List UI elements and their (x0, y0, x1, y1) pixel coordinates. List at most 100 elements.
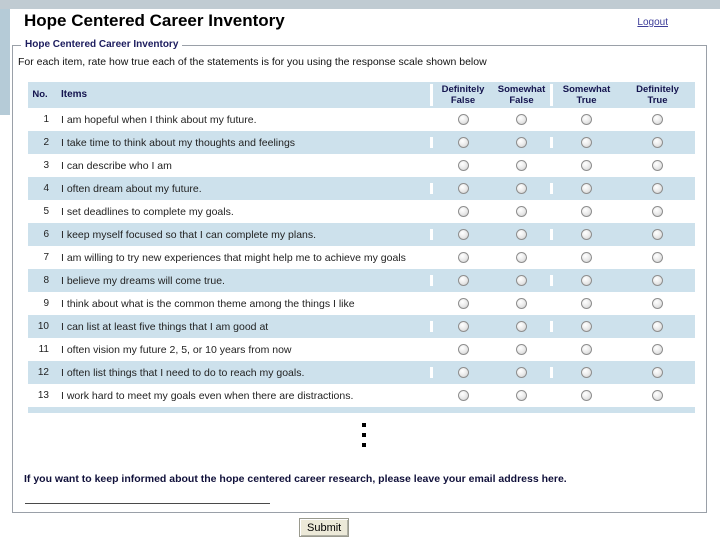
table-row: 11 I often vision my future 2, 5, or 10 y… (28, 338, 695, 361)
radio-cell (550, 367, 620, 378)
radio-item13-somewhat-true[interactable] (581, 390, 592, 401)
item-text: I believe my dreams will come true. (61, 274, 225, 287)
radio-cell (430, 252, 493, 263)
radio-item1-somewhat-false[interactable] (516, 114, 527, 125)
radio-cell (430, 298, 493, 309)
radio-item7-somewhat-true[interactable] (581, 252, 592, 263)
radio-cell (620, 183, 695, 194)
scale-label: Somewhat (562, 83, 611, 95)
radio-cell (493, 206, 550, 217)
radio-item5-definitely-true[interactable] (652, 206, 663, 217)
radio-cell (430, 390, 493, 401)
radio-item1-definitely-false[interactable] (457, 114, 469, 125)
radio-item11-definitely-false[interactable] (457, 344, 469, 355)
radio-item3-somewhat-true[interactable] (581, 160, 592, 171)
item-text: I take time to think about my thoughts a… (61, 136, 296, 149)
inventory-fieldset: Hope Centered Career Inventory For each … (12, 39, 707, 513)
col-header-items: Items (61, 89, 88, 100)
logout-link[interactable]: Logout (637, 17, 668, 28)
radio-item12-somewhat-false[interactable] (516, 367, 527, 378)
radio-item13-definitely-false[interactable] (457, 390, 469, 401)
col-header-no: No. (32, 89, 48, 101)
radio-item9-somewhat-false[interactable] (516, 298, 527, 309)
radio-item9-definitely-true[interactable] (652, 298, 663, 309)
radio-item2-definitely-true[interactable] (652, 137, 663, 148)
radio-cell (430, 160, 493, 171)
radio-item1-somewhat-true[interactable] (581, 114, 592, 125)
radio-item7-definitely-false[interactable] (457, 252, 469, 263)
col-header-definitely-false: Definitely False (430, 83, 493, 107)
radio-cell (550, 206, 620, 217)
item-text: I set deadlines to complete my goals. (61, 205, 234, 218)
radio-cell (493, 344, 550, 355)
table-header-row: No. Items Definitely False Somewhat False … (28, 82, 695, 108)
item-number: 6 (43, 229, 49, 240)
radio-item1-definitely-true[interactable] (652, 114, 663, 125)
radio-item5-definitely-false[interactable] (457, 206, 469, 217)
item-text: I often dream about my future. (61, 182, 202, 195)
item-number: 10 (37, 321, 49, 332)
submit-button[interactable]: Submit (299, 518, 350, 537)
radio-item6-definitely-true[interactable] (652, 229, 663, 240)
radio-item6-somewhat-true[interactable] (581, 229, 592, 240)
radio-cell (550, 229, 620, 240)
radio-item7-definitely-true[interactable] (652, 252, 663, 263)
radio-item7-somewhat-false[interactable] (516, 252, 527, 263)
radio-item6-definitely-false[interactable] (457, 229, 469, 240)
radio-item12-somewhat-true[interactable] (581, 367, 592, 378)
radio-item12-definitely-true[interactable] (652, 367, 663, 378)
radio-item8-definitely-true[interactable] (652, 275, 663, 286)
item-text: I am willing to try new experiences that… (61, 251, 406, 264)
radio-item9-somewhat-true[interactable] (581, 298, 592, 309)
radio-item13-somewhat-false[interactable] (516, 390, 527, 401)
radio-item5-somewhat-true[interactable] (581, 206, 592, 217)
radio-item4-somewhat-true[interactable] (581, 183, 592, 194)
radio-cell (550, 183, 620, 194)
radio-cell (493, 229, 550, 240)
radio-item4-definitely-false[interactable] (457, 183, 469, 194)
item-text: I often vision my future 2, 5, or 10 yea… (61, 343, 292, 356)
table-row: 12 I often list things that I need to do … (28, 361, 695, 384)
radio-item10-somewhat-true[interactable] (581, 321, 592, 332)
radio-item8-definitely-false[interactable] (457, 275, 469, 286)
radio-item11-somewhat-false[interactable] (516, 344, 527, 355)
scale-label: False (450, 95, 476, 106)
radio-cell (430, 367, 493, 378)
item-text: I think about what is the common theme a… (61, 297, 355, 310)
table-row: 6 I keep myself focused so that I can com… (28, 223, 695, 246)
radio-item3-definitely-false[interactable] (457, 160, 469, 171)
radio-item4-definitely-true[interactable] (652, 183, 663, 194)
radio-item8-somewhat-true[interactable] (581, 275, 592, 286)
radio-cell (430, 114, 493, 125)
scale-label: Somewhat (497, 83, 546, 95)
radio-item6-somewhat-false[interactable] (516, 229, 527, 240)
radio-cell (430, 206, 493, 217)
radio-item8-somewhat-false[interactable] (516, 275, 527, 286)
radio-item4-somewhat-false[interactable] (516, 183, 527, 194)
radio-item3-somewhat-false[interactable] (516, 160, 527, 171)
table-row: 10 I can list at least five things that I… (28, 315, 695, 338)
radio-item2-definitely-false[interactable] (457, 137, 469, 148)
radio-item5-somewhat-false[interactable] (516, 206, 527, 217)
radio-item3-definitely-true[interactable] (652, 160, 663, 171)
item-number: 12 (37, 367, 49, 378)
radio-item10-definitely-false[interactable] (457, 321, 469, 332)
radio-item11-definitely-true[interactable] (652, 344, 663, 355)
radio-item2-somewhat-false[interactable] (516, 137, 527, 148)
table-row: 8 I believe my dreams will come true. (28, 269, 695, 292)
radio-item10-somewhat-false[interactable] (516, 321, 527, 332)
radio-item9-definitely-false[interactable] (457, 298, 469, 309)
instruction-text: For each item, rate how true each of the… (18, 56, 487, 68)
radio-item2-somewhat-true[interactable] (581, 137, 592, 148)
radio-cell (493, 137, 550, 148)
radio-item11-somewhat-true[interactable] (581, 344, 592, 355)
radio-item13-definitely-true[interactable] (652, 390, 663, 401)
radio-cell (550, 252, 620, 263)
radio-item12-definitely-false[interactable] (457, 367, 469, 378)
table-row: 2 I take time to think about my thoughts … (28, 131, 695, 154)
radio-cell (550, 321, 620, 332)
email-input[interactable] (25, 488, 270, 504)
radio-item10-definitely-true[interactable] (652, 321, 663, 332)
radio-cell (550, 114, 620, 125)
next-row-partial (28, 407, 695, 413)
